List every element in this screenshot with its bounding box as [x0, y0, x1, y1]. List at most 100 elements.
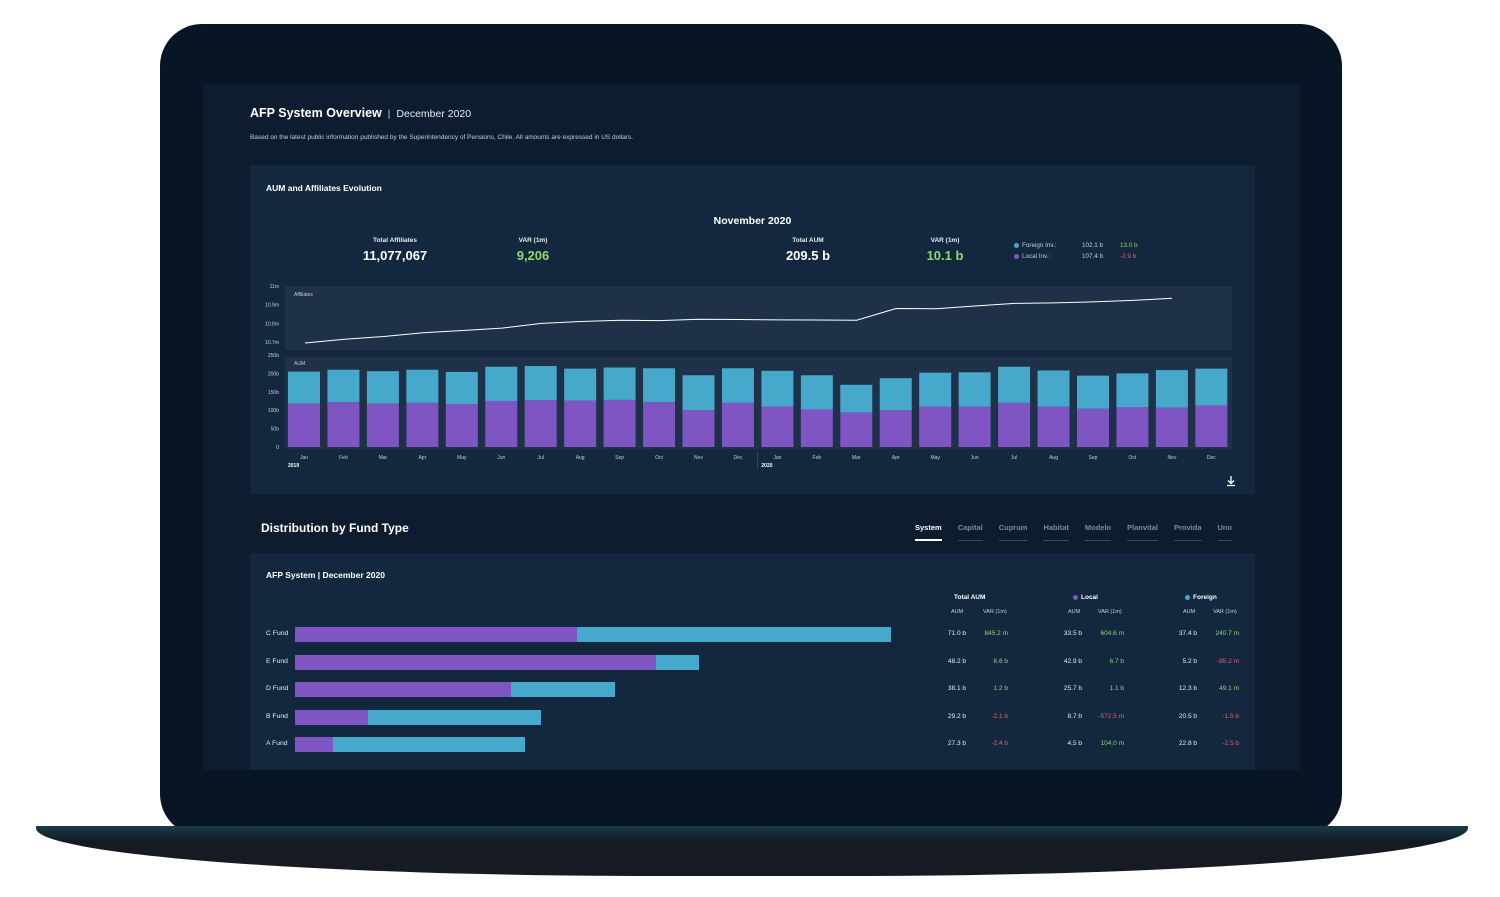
aum-bar-foreign: [366, 371, 399, 404]
aum-bar-local: [643, 402, 676, 447]
total-aum-stat: Total AUM 209.5 b: [748, 237, 868, 263]
fund-label: E Fund: [266, 657, 288, 665]
foreign-aum-cell: 22.8 b: [1178, 740, 1197, 747]
page-header: AFP System Overview | December 2020: [250, 106, 471, 120]
aum-bar-local: [327, 402, 360, 447]
foreign-inv-label: Foreign Inv.:: [1022, 242, 1057, 249]
total-var-cell: 845.2 m: [984, 630, 1009, 637]
evolution-card-title: AUM and Affiliates Evolution: [266, 183, 382, 193]
aum-x-tick: May: [930, 455, 940, 461]
tab-cuprum[interactable]: Cuprum: [998, 523, 1028, 541]
fund-bar-foreign: [332, 737, 525, 752]
tab-modelo[interactable]: Modelo: [1084, 523, 1112, 541]
aum-x-tick: Mar: [379, 455, 388, 461]
aum-bar-foreign: [800, 375, 833, 410]
aum-x-tick: Jun: [971, 455, 979, 461]
aum-bar-local: [1195, 405, 1228, 447]
total-affiliates-value: 11,077,067: [362, 248, 428, 263]
tab-provida[interactable]: Provida: [1173, 523, 1202, 541]
aum-bar-local: [1116, 407, 1149, 447]
aum-x-tick: Jul: [1011, 455, 1017, 461]
aum-bar-foreign: [485, 366, 518, 401]
tab-system[interactable]: System: [915, 523, 942, 541]
download-icon[interactable]: [1225, 475, 1237, 487]
aum-x-tick: Sep: [1089, 455, 1098, 461]
local-var-cell: 1.1 b: [1109, 685, 1124, 692]
fund-bar-local: [295, 682, 512, 697]
aum-bar-foreign: [879, 378, 912, 411]
affiliates-y-tick: 10.8m: [265, 321, 279, 327]
foreign-inv-var: 13.0 b: [1120, 242, 1138, 249]
tab-capital[interactable]: Capital: [957, 523, 983, 541]
fund-bar-foreign: [368, 709, 541, 725]
aum-bar-local: [524, 400, 557, 447]
laptop-base-edge: [36, 826, 1468, 842]
aum-bar-foreign: [327, 369, 360, 403]
affiliates-y-tick: 10.7m: [265, 340, 279, 346]
local-aum-cell: 25.7 b: [1063, 685, 1082, 692]
aum-bar-local: [1077, 408, 1109, 447]
fund-bar-foreign: [655, 654, 700, 670]
aum-bar-local: [958, 406, 991, 447]
total-var-cell: -2.1 b: [991, 712, 1008, 720]
fund-bar-foreign: [511, 682, 615, 697]
distribution-section-title: Distribution by Fund Type: [261, 521, 409, 535]
aum-bar-foreign: [1077, 375, 1109, 409]
total-var-col-header: VAR (1m): [983, 609, 1007, 615]
foreign-var-cell: -95.2 m: [1216, 657, 1239, 665]
total-aum-cell: 27.3 b: [947, 740, 966, 747]
aum-affiliates-chart: Affiliates AUM 11m 10.9m 10.8m 10.7m 250b 200b 1…: [265, 284, 1232, 469]
aum-chart-title: AUM: [294, 361, 305, 367]
aum-y-tick: 50b: [271, 427, 280, 433]
fund-bar-local: [295, 737, 333, 752]
tab-uno[interactable]: Uno: [1217, 523, 1233, 541]
fund-bar-local: [295, 709, 369, 725]
total-affiliates-stat: Total Affiliates 11,077,067: [335, 237, 455, 263]
aum-bar-local: [445, 403, 478, 447]
local-group-header: Local: [1073, 594, 1098, 601]
aum-bar-foreign: [919, 372, 952, 407]
local-var-cell: 6.7 b: [1109, 657, 1124, 665]
foreign-aum-cell: 5.2 b: [1182, 657, 1197, 665]
title-separator: |: [387, 109, 391, 120]
local-inv-value: 107.4 b: [1082, 253, 1104, 260]
aum-bar-local: [998, 402, 1031, 447]
aum-y-tick: 0: [276, 445, 279, 451]
total-affiliates-label: Total Affiliates: [372, 237, 418, 244]
local-legend-dot: [1014, 254, 1019, 259]
aum-bar-local: [288, 403, 320, 447]
foreign-aum-cell: 20.5 b: [1178, 712, 1197, 720]
aum-bar-foreign: [998, 366, 1031, 403]
total-aum-cell: 71.0 b: [947, 630, 966, 637]
tab-habitat[interactable]: Habitat: [1043, 523, 1069, 541]
aum-bar-foreign: [840, 384, 873, 413]
aum-bar-foreign: [406, 369, 439, 403]
page-date: December 2020: [396, 108, 472, 120]
aum-bar-foreign: [958, 372, 991, 407]
aum-y-tick: 200b: [268, 371, 279, 377]
total-aum-cell: 38.1 b: [947, 685, 966, 692]
aum-x-tick: Jun: [497, 455, 505, 461]
tab-planvital[interactable]: Planvital: [1127, 523, 1158, 541]
aum-x-tick: Oct: [655, 455, 663, 461]
aum-bar-foreign: [1195, 368, 1228, 406]
aum-bar-foreign: [1155, 370, 1188, 408]
aum-x-tick: Feb: [813, 455, 822, 461]
aum-bar-local: [682, 410, 715, 447]
affiliates-var-stat: VAR (1m) 9,206: [473, 237, 593, 263]
aum-x-tick: Dec: [733, 455, 742, 461]
aum-bar-foreign: [288, 371, 320, 404]
fund-label: B Fund: [266, 712, 288, 720]
foreign-var-cell: 49.1 m: [1219, 685, 1239, 692]
total-var-cell: -2.4 b: [991, 740, 1008, 747]
foreign-group-header: Foreign: [1185, 594, 1217, 601]
aum-x-tick: Nov: [1167, 455, 1176, 461]
aum-bar-local: [1037, 406, 1070, 447]
total-aum-group-header: Total AUM: [954, 594, 986, 601]
aum-x-tick: Dec: [1207, 455, 1216, 461]
aum-bar-local: [485, 401, 518, 447]
local-investment-row: Local Inv.: 107.4 b -2.9 b: [1014, 253, 1136, 260]
foreign-group-title: Foreign: [1193, 594, 1217, 601]
foreign-var-cell: -1.5 b: [1222, 712, 1239, 720]
page-title: AFP System Overview: [250, 106, 382, 120]
